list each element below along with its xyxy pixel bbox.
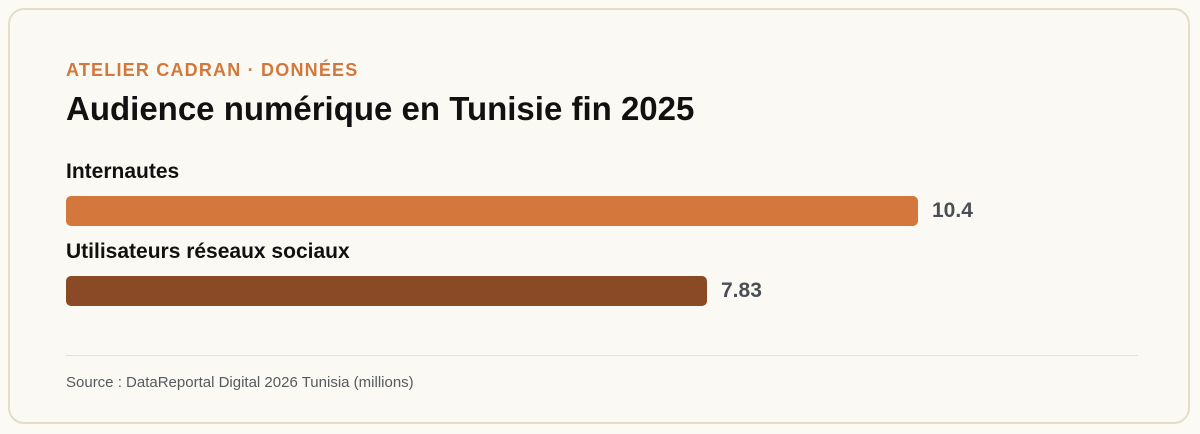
eyebrow-label: ATELIER CADRAN · DONNÉES: [66, 60, 359, 80]
divider: [66, 355, 1138, 356]
bar-row: Utilisateurs réseaux sociaux 7.83: [66, 240, 1138, 315]
bar: [66, 276, 707, 306]
bar-chart: Internautes 10.4 Utilisateurs réseaux soci…: [66, 160, 1138, 330]
bar-category-label: Utilisateurs réseaux sociaux: [66, 240, 350, 263]
chart-card: ATELIER CADRAN · DONNÉES Audience numéri…: [8, 8, 1190, 424]
bar: [66, 196, 918, 226]
chart-title: Audience numérique en Tunisie fin 2025: [66, 90, 695, 127]
bar-value-label: 10.4: [932, 199, 973, 222]
bar-category-label: Internautes: [66, 160, 180, 183]
bar-value-label: 7.83: [721, 279, 762, 302]
source-note: Source : DataReportal Digital 2026 Tunis…: [66, 374, 414, 391]
bar-row: Internautes 10.4: [66, 160, 1138, 235]
